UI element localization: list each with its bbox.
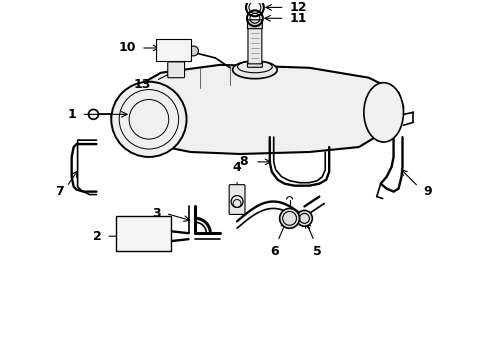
Text: 5: 5 <box>313 245 321 258</box>
Circle shape <box>111 82 187 157</box>
Circle shape <box>296 211 312 226</box>
FancyBboxPatch shape <box>116 216 171 251</box>
FancyBboxPatch shape <box>156 39 191 61</box>
FancyBboxPatch shape <box>168 62 185 78</box>
Circle shape <box>89 109 98 119</box>
Text: 2: 2 <box>93 230 101 243</box>
Text: 10: 10 <box>119 41 136 54</box>
FancyBboxPatch shape <box>229 185 245 215</box>
Ellipse shape <box>233 61 277 79</box>
Text: 11: 11 <box>290 12 307 25</box>
Polygon shape <box>111 65 403 154</box>
Text: 13: 13 <box>134 78 151 91</box>
FancyBboxPatch shape <box>247 62 262 67</box>
Text: 12: 12 <box>290 1 307 14</box>
Text: 8: 8 <box>239 156 248 168</box>
Text: 4: 4 <box>233 161 242 174</box>
Ellipse shape <box>364 83 403 142</box>
Circle shape <box>189 46 198 56</box>
Text: 6: 6 <box>270 245 279 258</box>
FancyBboxPatch shape <box>247 20 262 29</box>
Text: 1: 1 <box>68 108 76 121</box>
Text: 9: 9 <box>423 185 432 198</box>
FancyBboxPatch shape <box>248 27 262 64</box>
Circle shape <box>280 208 299 228</box>
Text: 3: 3 <box>152 207 161 220</box>
Text: 7: 7 <box>55 185 64 198</box>
